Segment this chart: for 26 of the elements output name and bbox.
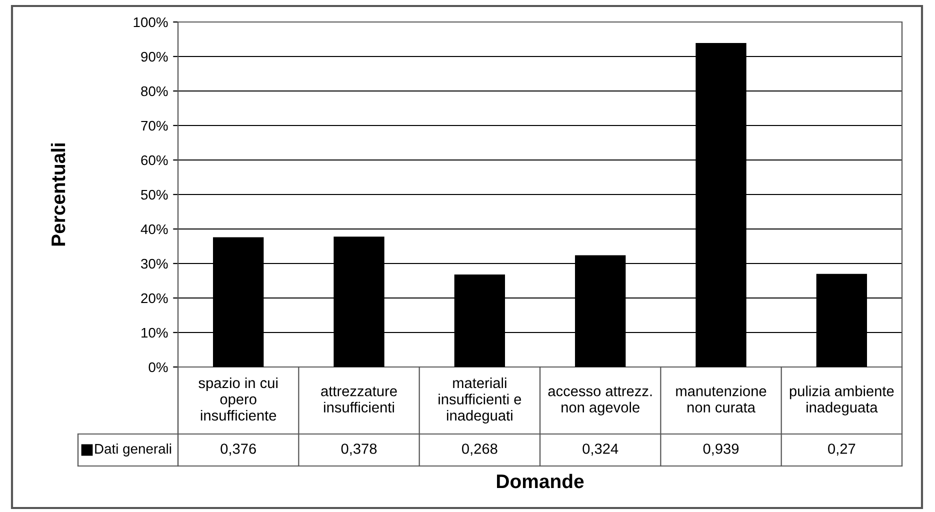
y-tick-label: 90% (141, 52, 168, 62)
x-tick-label: pulizia ambiente inadeguata (790, 386, 894, 416)
data-label: 0,268 (462, 444, 498, 456)
x-axis-title: Domande (497, 474, 584, 488)
data-label: 0,378 (341, 444, 377, 456)
data-label: 0,376 (220, 444, 256, 456)
y-tick-label: 50% (141, 190, 168, 200)
y-tick-label: 10% (142, 328, 168, 338)
y-tick-label: 80% (141, 86, 168, 96)
y-tick-label: 20% (141, 293, 168, 304)
x-tick-label: accesso attrezz. non agevole (548, 386, 652, 416)
y-tick-label: 40% (140, 224, 168, 234)
y-tick-label: 100% (134, 17, 168, 28)
y-tick-label: 70% (141, 120, 168, 131)
x-tick-label: materiali insufficienti e inadeguati (438, 377, 522, 424)
x-tick-label: manutenzione non curata (676, 386, 766, 413)
y-tick-label: 30% (141, 258, 168, 269)
x-tick-label: spazio in cui opero insufficiente (198, 377, 278, 421)
y-tick-label: 60% (141, 155, 168, 166)
data-label: 0,939 (703, 444, 739, 456)
legend-label: Dati generali (95, 444, 172, 456)
x-tick-label: attrezzature insufficienti (321, 386, 397, 413)
y-axis-title: Percentuali (50, 143, 66, 246)
data-label: 0,324 (582, 444, 618, 456)
y-tick-label: 0% (148, 362, 168, 372)
data-label: 0,27 (828, 444, 856, 456)
